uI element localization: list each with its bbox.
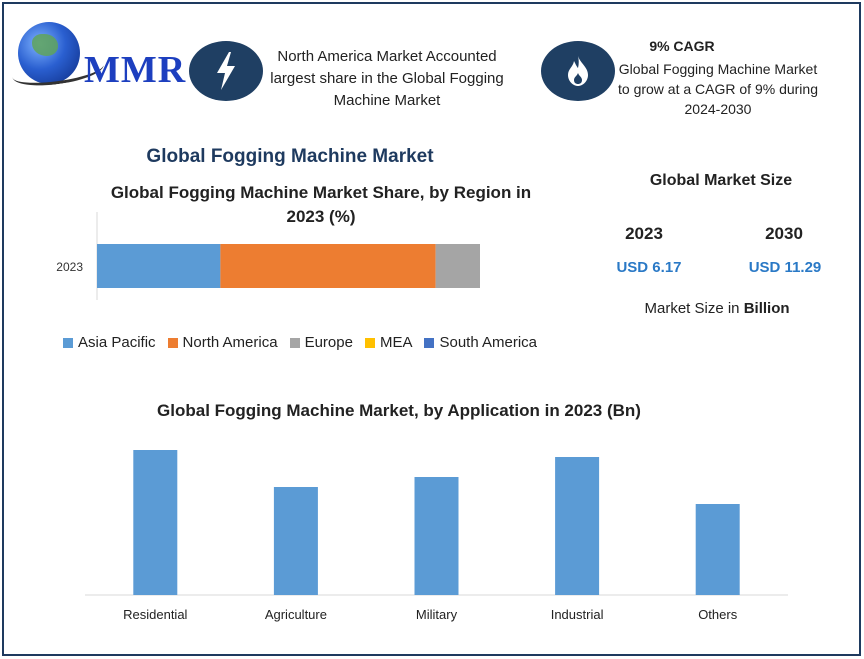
legend-item-asia-pacific: Asia Pacific [63, 334, 156, 351]
bar-others [695, 504, 740, 595]
cagr-highlight: Global Fogging Machine Market to grow at… [618, 61, 818, 117]
legend-swatch [424, 337, 435, 348]
year-start: 2023 [625, 224, 663, 243]
tick-label: Agriculture [265, 607, 327, 622]
tick-label: Military [416, 607, 458, 622]
application-chart-title: Global Fogging Machine Market, by Applic… [157, 401, 641, 420]
north-america-highlight: North America Market Accounted largest s… [270, 48, 504, 109]
cagr-title: 9% CAGR [649, 38, 715, 54]
segment-europe [435, 244, 480, 288]
legend-item-europe: Europe [289, 334, 353, 351]
legend-label: Europe [304, 334, 353, 351]
region-chart-title: Global Fogging Machine Market Share, by … [110, 183, 532, 226]
unit-bold: Billion [743, 300, 790, 317]
region-share-chart: 2023 [56, 212, 480, 300]
legend-swatch [289, 337, 300, 348]
segment-asia-pacific [97, 244, 221, 288]
legend-swatch [63, 337, 73, 348]
bar-industrial [555, 457, 600, 595]
value-end: USD 11.29 [748, 259, 822, 276]
legend-label: Asia Pacific [78, 334, 156, 351]
tick-label: Industrial [551, 607, 604, 622]
globe-icon [18, 22, 80, 84]
legend-label: MEA [379, 334, 413, 351]
legend-label: South America [439, 334, 538, 351]
logo-text: MMR [84, 49, 187, 91]
market-size-title: Global Market Size [649, 172, 793, 189]
tick-label: Others [698, 607, 738, 622]
bar-agriculture [273, 487, 318, 595]
main-title: Global Fogging Machine Market [146, 146, 434, 167]
flame-icon [541, 41, 615, 101]
legend-item-mea: MEA [364, 334, 413, 351]
lightning-bolt-icon [189, 41, 263, 101]
value-start: USD 6.17 [616, 259, 682, 276]
legend-swatch [364, 337, 375, 348]
application-bar-chart: Residential Agriculture Military Industrial… [85, 450, 788, 622]
bar-military [414, 477, 459, 595]
segment-north-america [220, 244, 436, 288]
legend-label: North America [182, 334, 278, 351]
mmr-logo: MMR [10, 18, 185, 98]
legend-swatch [167, 337, 178, 348]
region-legend: Asia Pacific North America Europe MEA South … [63, 334, 537, 351]
tick-label: Residential [123, 607, 187, 622]
unit-prefix: Market Size in [644, 300, 744, 317]
legend-item-south-america: South America [424, 334, 537, 351]
market-size-unit: Market Size in Billion [612, 300, 822, 317]
year-end: 2030 [765, 224, 803, 243]
legend-item-north-america: North America [167, 334, 278, 351]
bar-residential [133, 450, 178, 595]
category-label: 2023 [56, 260, 83, 274]
